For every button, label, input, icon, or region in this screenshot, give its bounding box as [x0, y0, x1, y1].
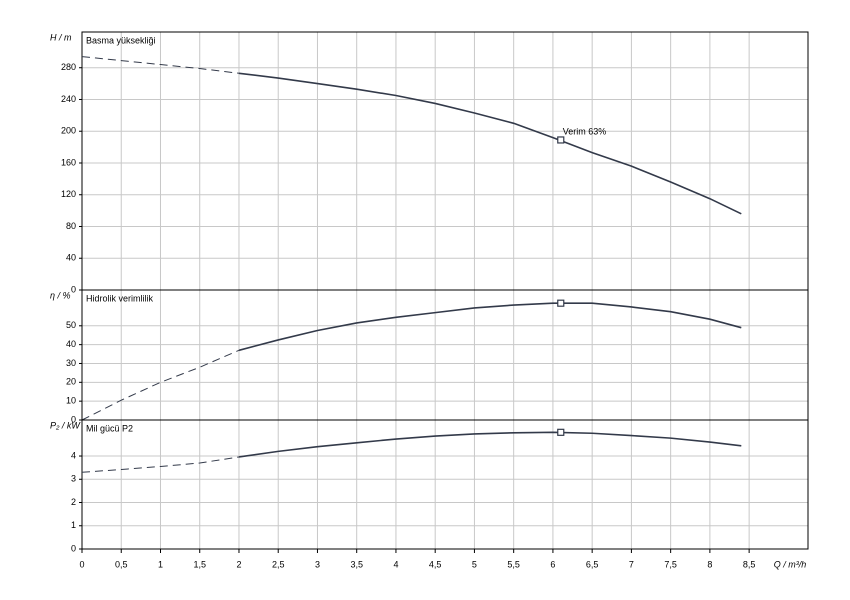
y-tick-label: 4 [71, 450, 76, 460]
curve-name: Hidrolik verimlilik [86, 293, 154, 303]
curve-name: Mil gücü P2 [86, 423, 133, 433]
y-tick-label: 1 [71, 520, 76, 530]
x-tick-label: 3,5 [350, 559, 363, 569]
x-tick-label: 4 [393, 559, 398, 569]
y-axis-label: P₂ / kW [50, 420, 81, 430]
curve [238, 302, 742, 352]
duty-point [557, 428, 565, 436]
x-tick-label: 7 [629, 559, 634, 569]
y-tick-label: 160 [61, 157, 76, 167]
x-axis-label: Q / m³/h [774, 559, 807, 569]
y-tick-label: 40 [66, 339, 76, 349]
y-tick-label: 280 [61, 62, 76, 72]
panel-frame [81, 31, 809, 291]
duty-point [557, 136, 565, 144]
y-tick-label: 240 [61, 94, 76, 104]
y-tick-label: 200 [61, 126, 76, 136]
y-tick-label: 80 [66, 221, 76, 231]
curve [81, 456, 240, 473]
x-tick-label: 6 [550, 559, 555, 569]
x-tick-label: 0 [79, 559, 84, 569]
y-tick-label: 40 [66, 253, 76, 263]
y-tick-label: 2 [71, 497, 76, 507]
x-tick-label: 5,5 [507, 559, 520, 569]
x-tick-label: 7,5 [664, 559, 677, 569]
y-tick-label: 30 [66, 358, 76, 368]
y-tick-label: 0 [71, 284, 76, 294]
panel-frame [81, 419, 809, 550]
duty-point [557, 299, 565, 307]
y-tick-label: 50 [66, 320, 76, 330]
y-axis-label: H / m [50, 32, 72, 42]
x-tick-label: 8,5 [743, 559, 756, 569]
x-tick-label: 5 [472, 559, 477, 569]
duty-label: Verim 63% [563, 126, 607, 136]
x-tick-label: 4,5 [429, 559, 442, 569]
panel-frame [81, 289, 809, 421]
curve [238, 431, 742, 458]
y-tick-label: 0 [71, 543, 76, 553]
x-tick-label: 6,5 [586, 559, 599, 569]
y-tick-label: 120 [61, 189, 76, 199]
x-tick-label: 2,5 [272, 559, 285, 569]
x-tick-label: 8 [707, 559, 712, 569]
curve [81, 349, 240, 421]
y-tick-label: 3 [71, 474, 76, 484]
x-tick-label: 1,5 [193, 559, 206, 569]
y-axis-label: η / % [50, 290, 71, 300]
x-tick-label: 1 [158, 559, 163, 569]
curve [81, 56, 240, 74]
x-tick-label: 0,5 [115, 559, 128, 569]
y-tick-label: 10 [66, 396, 76, 406]
curve [238, 72, 742, 215]
y-tick-label: 0 [71, 414, 76, 424]
x-tick-label: 3 [315, 559, 320, 569]
curve-name: Basma yüksekliği [86, 35, 156, 45]
y-tick-label: 20 [66, 377, 76, 387]
x-tick-label: 2 [236, 559, 241, 569]
